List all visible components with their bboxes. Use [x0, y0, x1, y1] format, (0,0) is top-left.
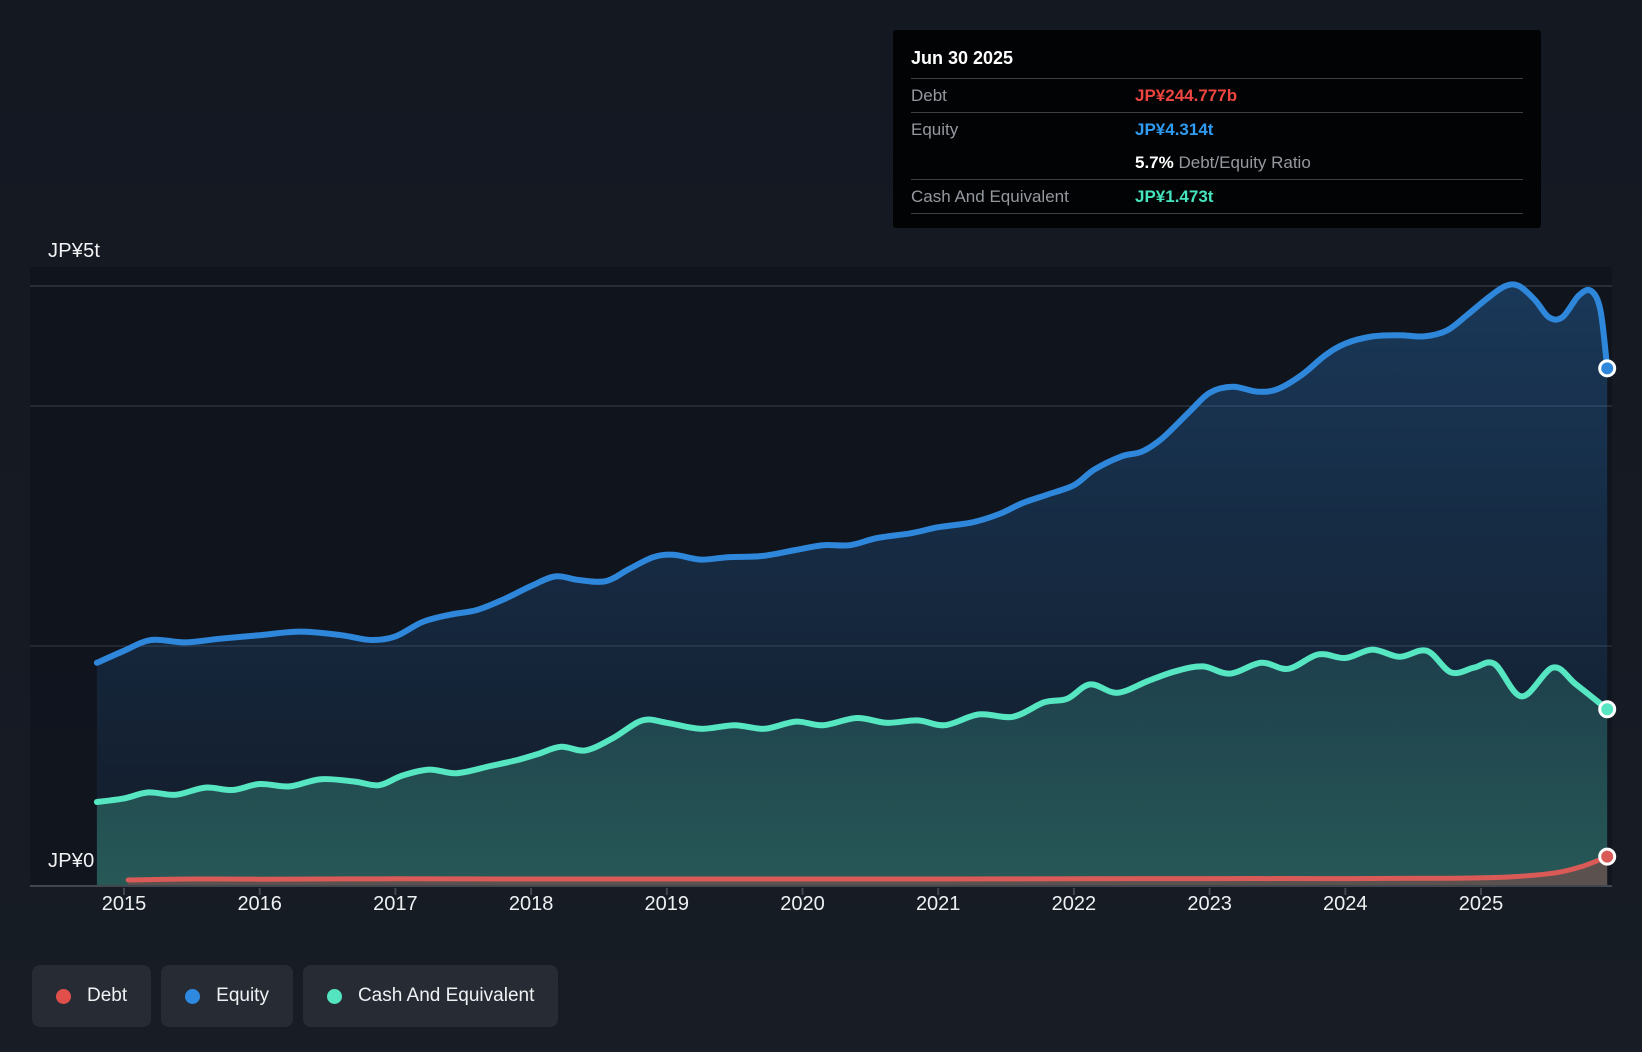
x-axis-label-2024: 2024 [1323, 893, 1368, 915]
tooltip-equity-label: Equity [911, 119, 959, 139]
x-axis-label-2016: 2016 [237, 893, 282, 915]
tooltip-debt-label: Debt [911, 85, 947, 105]
legend-label: Cash And Equivalent [357, 985, 535, 1006]
legend-chip-debt[interactable]: Debt [32, 965, 152, 1027]
tooltip-ratio: 5.7% Debt/Equity Ratio [1135, 153, 1311, 173]
x-axis-label-2018: 2018 [508, 893, 554, 915]
legend-chip-equity[interactable]: Equity [161, 965, 293, 1027]
tooltip-row-debt: Debt JP¥244.777b [911, 79, 1523, 113]
equity-endpoint-marker [1598, 359, 1617, 378]
legend-dot-icon [326, 988, 342, 1004]
x-axis-label-2023: 2023 [1187, 893, 1232, 915]
tooltip-equity-value: JP¥4.314t [1135, 119, 1214, 139]
tooltip-row-equity: Equity JP¥4.314t [911, 113, 1523, 146]
debt-line [125, 854, 1610, 883]
tooltip-debt-value: JP¥244.777b [1135, 85, 1238, 105]
x-axis-label-2025: 2025 [1458, 893, 1504, 915]
tooltip-ratio-label: Debt/Equity Ratio [1178, 152, 1311, 172]
x-axis-label-2019: 2019 [644, 893, 690, 915]
x-axis-label-2021: 2021 [915, 893, 961, 915]
legend-dot-icon [56, 988, 71, 1004]
legend-label: Equity [216, 985, 269, 1006]
cash-and-equivalent-line [93, 646, 1611, 805]
x-axis-label-2015: 2015 [101, 893, 147, 915]
debt-endpoint-marker [1598, 847, 1617, 866]
legend-label: Debt [87, 985, 128, 1006]
y-axis-label-zero: JP¥0 [48, 850, 95, 872]
legend-chip-cash-and-equivalent[interactable]: Cash And Equivalent [302, 965, 559, 1027]
chart-tooltip: Jun 30 2025 Debt JP¥244.777b Equity JP¥4… [893, 30, 1541, 228]
tooltip-row-cash: Cash And Equivalent JP¥1.473t [911, 180, 1523, 214]
tooltip-ratio-value: 5.7% [1135, 152, 1174, 172]
x-axis-label-2017: 2017 [373, 893, 418, 915]
tooltip-cash-value: JP¥1.473t [1135, 186, 1214, 206]
x-axis-label-2022: 2022 [1051, 893, 1097, 915]
cash-and-equivalent-endpoint-marker [1598, 700, 1617, 719]
x-axis-label-2020: 2020 [780, 893, 825, 915]
legend: Debt Equity Cash And Equivalent [32, 965, 559, 1027]
cash-and-equivalent-area [96, 649, 1608, 886]
tooltip-row-ratio: 5.7% Debt/Equity Ratio [911, 146, 1523, 180]
tooltip-cash-label: Cash And Equivalent [911, 186, 1069, 206]
equity-line [93, 281, 1611, 666]
tooltip-date: Jun 30 2025 [911, 40, 1523, 79]
y-axis-label-top: JP¥5t [48, 240, 101, 262]
legend-dot-icon [185, 988, 201, 1004]
